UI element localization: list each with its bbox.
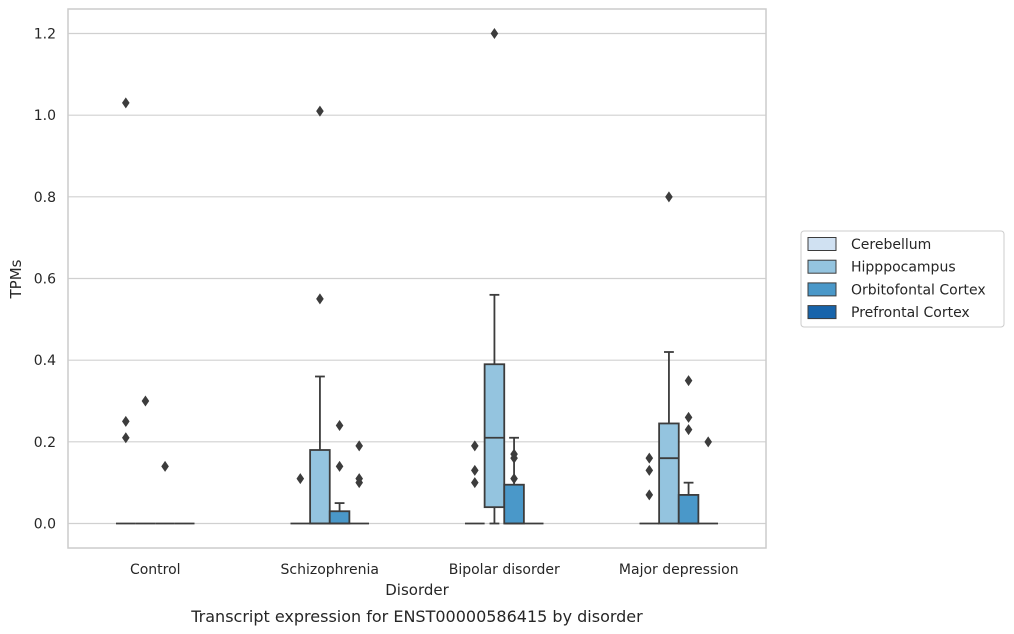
x-tick-label: Schizophrenia (281, 562, 379, 578)
legend-swatch (807, 259, 837, 274)
box-group (290, 473, 311, 525)
y-tick-label: 1.0 (34, 108, 56, 124)
legend-label: Cerebellum (851, 237, 931, 253)
plot-area-frame (67, 8, 767, 549)
legend-label: Orbitofontal Cortex (851, 282, 986, 298)
outlier-point (684, 411, 693, 423)
outlier-point (665, 191, 673, 203)
box-group (464, 440, 485, 525)
y-tick-label: 1.2 (34, 27, 56, 43)
box-group (503, 436, 525, 525)
outlier-point (355, 440, 363, 452)
box-group (135, 395, 156, 525)
outlier-point (316, 105, 324, 117)
y-tick-label: 0.4 (34, 353, 56, 369)
outlier-point (141, 395, 150, 407)
y-tick-label: 0.8 (34, 190, 56, 206)
x-tick-label: Control (130, 562, 181, 578)
outlier-point (316, 293, 324, 305)
box-group (309, 105, 331, 525)
outlier-point (296, 473, 305, 485)
outlier-point (471, 477, 479, 489)
outlier-point (645, 489, 654, 501)
y-tick-label: 0.6 (34, 272, 56, 288)
legend-swatch (807, 237, 837, 251)
outlier-point (161, 460, 169, 472)
outlier-point (684, 424, 693, 436)
legend-frame (800, 230, 1005, 328)
outlier-point (684, 375, 693, 387)
gridlines (68, 32, 766, 525)
box-group (115, 97, 136, 525)
box (658, 422, 680, 525)
x-tick-label: Major depression (619, 562, 739, 578)
legend-label: Prefrontal Cortex (851, 305, 970, 321)
y-axis-title: TPMs (7, 259, 25, 299)
y-tick-labels: 0.0 0.2 0.4 0.6 0.8 1.0 1.2 (34, 27, 56, 533)
outlier-point (510, 452, 518, 464)
box-group (677, 375, 700, 525)
legend-swatch (807, 305, 837, 320)
outlier-point (510, 473, 518, 485)
box-group (349, 440, 370, 525)
chart-caption: Transcript expression for ENST0000058641… (190, 607, 643, 626)
legend-items: Cerebellum Hipppocampus Orbitofontal Corte… (807, 237, 986, 321)
x-tick-labels: Control Schizophrenia Bipolar disorder Majo… (130, 562, 739, 578)
outlier-point (704, 436, 712, 448)
outlier-point (355, 477, 363, 489)
legend-label: Hipppocampus (851, 260, 956, 276)
box (309, 449, 331, 525)
box (677, 494, 700, 525)
outlier-point (122, 432, 130, 444)
box (483, 363, 506, 509)
y-tick-label: 0.0 (34, 517, 56, 533)
outlier-point (335, 420, 344, 431)
outlier-point (645, 452, 654, 464)
outlier-point (335, 460, 344, 472)
box (503, 483, 525, 525)
box (328, 510, 351, 525)
box-group (658, 191, 680, 525)
box-group (155, 460, 175, 525)
outlier-point (471, 464, 479, 476)
outlier-point (490, 28, 499, 39)
x-axis-title: Disorder (385, 581, 449, 599)
boxes (115, 28, 719, 525)
box-group (698, 436, 719, 525)
outlier-point (122, 415, 130, 427)
outlier-point (645, 464, 654, 476)
y-tick-label: 0.2 (34, 435, 56, 451)
legend-swatch (807, 282, 837, 297)
legend: Cerebellum Hipppocampus Orbitofontal Corte… (800, 230, 1005, 328)
box-group (639, 452, 660, 525)
box-group (483, 28, 506, 525)
x-tick-label: Bipolar disorder (449, 562, 560, 578)
outlier-point (122, 97, 130, 109)
outlier-point (471, 440, 479, 452)
box-group (328, 420, 351, 525)
